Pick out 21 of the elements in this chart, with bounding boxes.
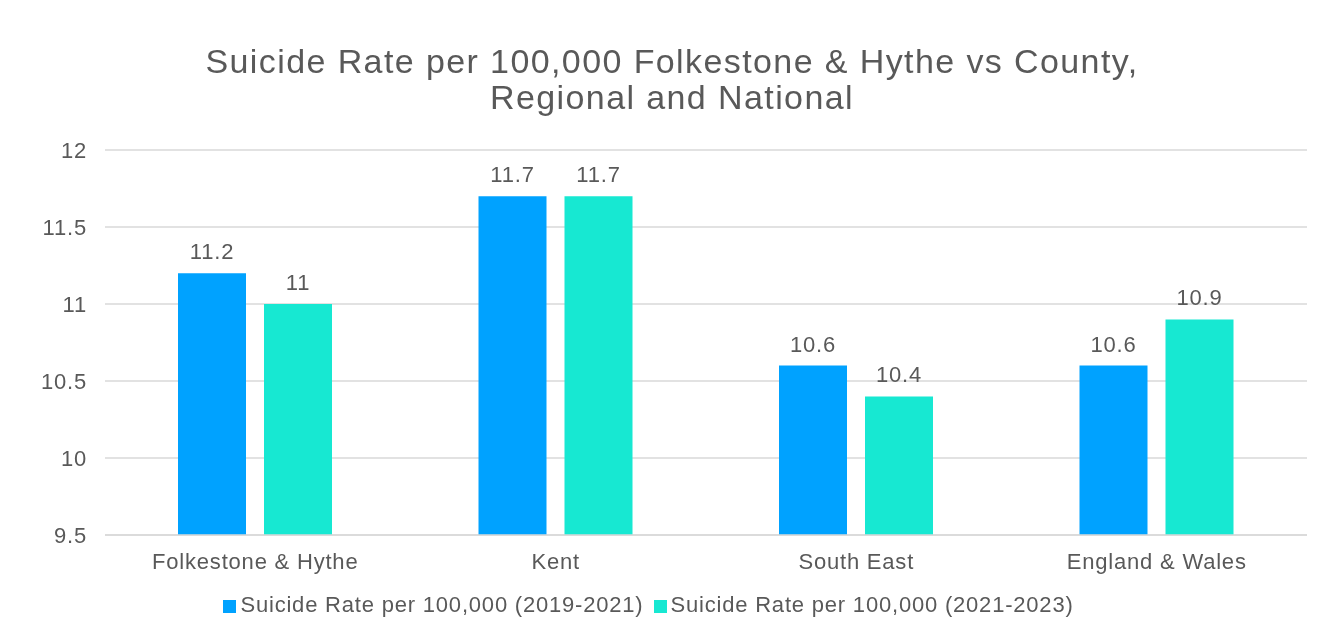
y-tick-label: 12: [60, 137, 87, 163]
x-tick-label: South East: [798, 548, 915, 574]
x-tick-label: Kent: [531, 548, 580, 574]
data-label: 10.9: [1176, 285, 1223, 311]
y-tick-label: 10.5: [40, 368, 87, 394]
data-label: 11.7: [576, 162, 621, 188]
data-label: 10.6: [789, 331, 837, 357]
legend-label: Suicide Rate per 100,000 (2021-2023): [670, 592, 1074, 617]
x-tick-label: England & Wales: [1066, 548, 1247, 574]
data-label: 11: [285, 270, 311, 295]
chart-title: Suicide Rate per 100,000 Folkestone & Hythe vs County, Regional and National: [204, 42, 1140, 116]
data-label: 10.4: [875, 362, 923, 388]
data-label: 11.2: [189, 239, 235, 265]
legend-label: Suicide Rate per 100,000 (2019-2021): [240, 592, 644, 617]
y-tick-label: 11: [62, 291, 87, 317]
x-tick-label: Folkestone & Hythe: [152, 548, 359, 574]
y-tick-label: 9.5: [54, 522, 87, 548]
y-tick-label: 11.5: [42, 214, 87, 240]
data-label: 10.6: [1090, 331, 1137, 357]
y-tick-label: 10: [60, 445, 87, 471]
data-label: 11.7: [490, 162, 535, 188]
